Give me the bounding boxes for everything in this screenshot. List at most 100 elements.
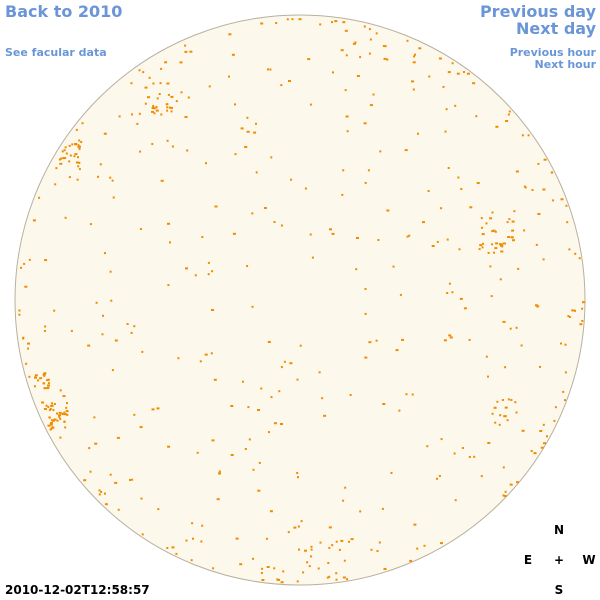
facula [517,267,520,270]
facula [167,93,170,96]
facula [499,243,501,246]
facula [413,55,416,58]
facula [109,176,112,179]
facula [356,75,360,77]
facula [147,96,150,99]
facula [253,131,257,134]
facula [267,68,269,71]
facula [346,578,349,581]
facula [536,305,540,308]
facula [160,179,164,182]
facula [190,559,193,562]
facula [27,342,30,345]
facula [344,486,347,489]
facula [494,421,497,424]
facula [89,470,92,473]
facula [290,178,293,181]
next-hour[interactable]: Next hour [535,58,597,71]
facula [153,112,156,115]
facula [200,540,203,543]
facula [47,424,51,427]
facula [139,426,143,429]
facula [42,382,45,385]
back-link[interactable]: Back to 2010 [5,2,122,21]
facula [574,252,577,255]
facula [22,336,25,339]
facula [210,352,213,355]
facula [111,179,114,182]
facula [213,378,217,381]
data-link[interactable]: See facular data [5,46,107,59]
facula [65,406,68,409]
facula [32,219,36,222]
facula [451,291,454,294]
facula [109,473,112,476]
facula [427,190,430,192]
facula [65,152,68,155]
facula [73,155,76,158]
facula [379,150,382,153]
facula [169,241,171,244]
facula [499,414,502,417]
facula [133,325,136,328]
facula [38,196,41,199]
facula [58,411,62,414]
facula [139,228,142,230]
facula [270,156,273,159]
facula [260,572,263,574]
facula [539,365,541,368]
facula [546,435,548,438]
facula [207,273,210,276]
facula [446,238,449,241]
facula [326,576,329,579]
facula [509,483,513,486]
facula [43,408,47,410]
facula [64,146,67,149]
facula [273,567,276,570]
facula [368,52,371,55]
facula [218,470,221,473]
facula [130,82,133,85]
facula [218,472,221,475]
previous-day[interactable]: Previous day [480,2,597,21]
facula [399,293,402,296]
facula [345,54,348,57]
facula [58,158,61,161]
facula [118,115,121,118]
facula [77,144,80,147]
facula [246,265,249,267]
facula [199,360,202,363]
facula [566,221,569,224]
facula [406,39,409,42]
facula [156,407,160,410]
previous-hour[interactable]: Previous hour [510,46,597,59]
facula [228,75,230,78]
facula [75,161,79,164]
facula [48,416,51,419]
facula [384,45,387,48]
facula [25,362,28,365]
facula [211,270,214,273]
facula [156,97,159,100]
facula [235,537,239,540]
facula [68,160,71,163]
facula [246,116,249,119]
facula [158,93,161,95]
facula [511,220,515,223]
next-day[interactable]: Next day [516,19,597,38]
facula [335,572,338,575]
facula [355,268,358,271]
facula [444,130,447,133]
facula [319,541,322,544]
facula [383,57,387,60]
facula [261,567,264,570]
facula [55,167,58,170]
facula [59,162,63,165]
facula [230,454,234,456]
facula [414,53,416,56]
facula [344,29,348,32]
facula [390,472,393,474]
facula [166,547,169,549]
facula [58,414,61,417]
